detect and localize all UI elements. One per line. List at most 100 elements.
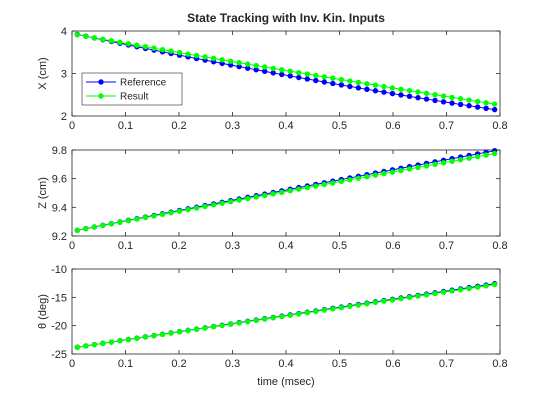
legend-marker [98,79,104,85]
data-point [151,45,157,51]
data-point [159,46,166,53]
data-point [330,180,336,186]
series-result [74,32,498,107]
data-point [466,285,472,292]
y-tick-label: -20 [51,321,67,333]
y-tick-label: 9.8 [52,145,67,157]
data-point [474,98,481,105]
y-tick-label: 4 [61,26,67,38]
data-point [74,227,81,233]
data-point [483,283,489,289]
data-point [355,302,362,308]
legend-box [81,72,183,106]
data-point [491,150,498,157]
data-point [210,324,217,330]
x-tick-label: 0.7 [439,240,454,252]
data-point [296,311,302,317]
data-point [398,295,404,302]
data-point [219,200,225,206]
data-point [491,101,498,107]
data-point [406,93,413,100]
data-point [142,214,149,221]
data-point [168,330,174,336]
x-tick-label: 0.6 [385,120,400,132]
data-point [176,49,183,56]
legend-entry-result: Result [86,92,149,103]
data-point [210,202,217,208]
data-point [287,68,293,74]
data-point [304,71,310,77]
data-point [117,219,123,225]
legend-marker [98,93,104,99]
data-point [108,221,115,227]
data-point [364,173,370,180]
data-point [227,199,234,205]
data-point [296,186,302,192]
data-point [483,105,489,112]
data-point [83,225,89,232]
data-point [364,81,370,87]
data-point [151,333,157,339]
x-tick-label: 0.1 [118,358,133,370]
data-point [372,88,379,94]
data-point [244,195,251,202]
data-point [159,331,166,338]
legend-label: Reference [120,78,167,89]
data-point [449,94,455,101]
data-point [91,224,98,230]
x-axis-label: time (msec) [257,376,314,388]
data-point [279,189,285,195]
data-point [449,288,455,294]
data-point [193,52,200,59]
x-tick-label: 0.4 [278,120,293,132]
legend-entry-reference: Reference [86,78,167,89]
x-tick-label: 0 [69,358,75,370]
y-tick-label: 2 [61,111,67,123]
data-point [466,103,472,109]
data-point [398,92,404,98]
data-point [423,292,430,298]
x-tick-label: 0.3 [225,120,240,132]
data-point [440,99,447,105]
data-point [406,87,413,94]
data-point [219,57,225,63]
data-point [236,197,242,203]
data-point [313,72,319,79]
data-point [159,211,166,218]
y-tick-label: 3 [61,69,67,81]
data-point [253,62,259,69]
data-point [108,38,115,44]
data-point [262,192,268,199]
data-point [432,290,438,297]
data-point [270,191,276,197]
x-tick-label: 0.3 [225,358,240,370]
data-point [321,74,328,80]
y-tick-label: -15 [51,292,67,304]
data-point [227,58,234,64]
x-tick-label: 0.5 [332,240,347,252]
data-point [457,96,464,102]
data-point [219,322,225,329]
data-point [338,178,345,185]
data-point [100,36,106,43]
y-axis-label: X (cm) [37,57,49,89]
data-point [279,67,285,73]
data-point [108,339,115,345]
data-point [279,313,285,320]
data-point [313,77,319,84]
data-point [432,161,438,168]
data-point [287,73,293,79]
data-point [347,78,353,84]
data-point [117,338,123,344]
x-tick-label: 0.2 [171,120,186,132]
y-tick-label: -10 [51,264,67,276]
data-point [398,86,404,92]
data-point [193,205,200,211]
legend-label: Result [120,92,149,103]
data-point [296,69,302,76]
x-tick-label: 0.5 [332,358,347,370]
subplot-z-panel: 0 0.1 0.2 0.3 0.4 0.5 0.6 0.7 0.8 9.2 9.4 9.6 9.8 Z (… [37,145,508,252]
plot-area [72,269,500,354]
data-point [270,65,276,72]
